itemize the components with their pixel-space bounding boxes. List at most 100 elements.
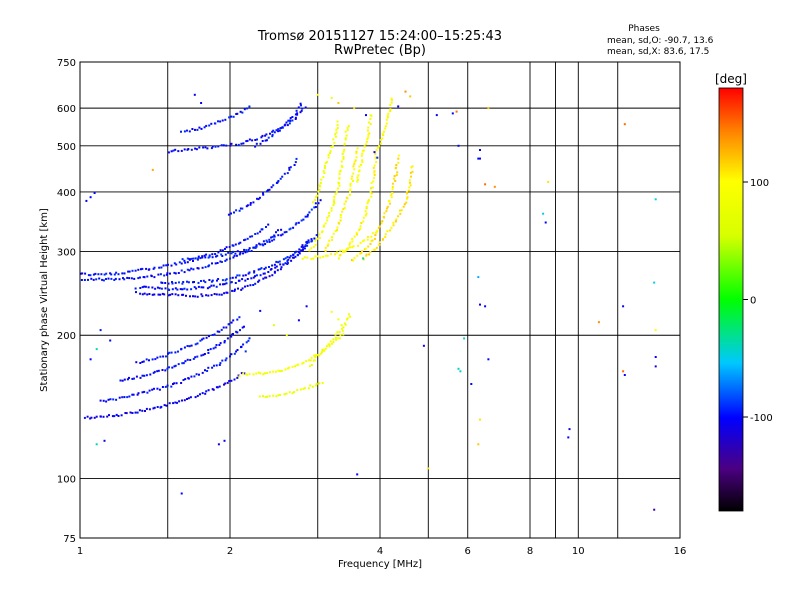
data-point xyxy=(273,131,276,134)
data-point xyxy=(87,274,90,277)
data-point xyxy=(171,281,173,283)
data-point xyxy=(344,200,347,203)
data-point xyxy=(322,170,325,173)
data-point xyxy=(92,278,95,281)
data-point xyxy=(215,293,218,296)
data-point xyxy=(208,279,211,281)
data-point xyxy=(252,201,255,204)
data-point xyxy=(314,206,317,208)
data-point xyxy=(379,138,382,141)
data-point xyxy=(296,254,299,257)
data-point xyxy=(306,215,309,218)
data-point xyxy=(262,193,265,196)
data-point xyxy=(199,393,201,396)
data-point xyxy=(384,125,387,128)
data-point xyxy=(367,136,370,139)
data-point xyxy=(303,256,306,259)
data-point xyxy=(295,222,298,225)
data-point xyxy=(362,216,365,219)
data-point xyxy=(351,175,354,178)
data-point xyxy=(190,267,193,270)
data-point xyxy=(365,114,367,117)
data-point xyxy=(294,365,297,368)
data-point xyxy=(310,257,313,260)
data-point xyxy=(141,293,144,296)
data-point xyxy=(224,359,227,362)
data-point xyxy=(194,343,197,346)
data-point xyxy=(405,191,408,194)
data-point xyxy=(372,248,375,251)
data-point xyxy=(148,359,150,362)
data-point xyxy=(209,348,212,351)
data-point xyxy=(141,361,144,363)
data-point xyxy=(289,254,292,257)
data-point xyxy=(298,248,301,251)
data-point xyxy=(357,174,360,177)
data-point xyxy=(273,235,276,238)
data-point xyxy=(195,148,198,151)
data-point xyxy=(286,172,289,175)
data-point xyxy=(256,138,258,141)
data-point xyxy=(322,176,325,179)
data-point xyxy=(196,128,199,131)
data-point xyxy=(212,284,215,287)
data-point xyxy=(93,192,96,194)
data-point xyxy=(81,272,84,275)
data-point xyxy=(343,148,346,151)
data-point xyxy=(145,267,148,270)
data-point xyxy=(169,272,171,275)
data-point xyxy=(321,348,324,351)
data-point xyxy=(105,400,108,403)
data-point xyxy=(143,285,146,288)
data-point xyxy=(337,102,340,104)
data-point xyxy=(154,287,157,290)
data-point xyxy=(187,377,190,380)
data-point xyxy=(395,174,398,177)
data-point xyxy=(233,254,236,257)
data-point xyxy=(286,262,289,264)
data-point xyxy=(330,97,333,99)
data-point xyxy=(276,269,279,272)
data-point xyxy=(211,253,214,256)
data-point xyxy=(366,129,369,132)
data-point xyxy=(289,166,292,169)
data-point xyxy=(266,240,269,243)
y-tick-label: 750 xyxy=(57,58,76,69)
data-point xyxy=(354,159,357,162)
data-point xyxy=(252,373,255,376)
data-point xyxy=(205,124,208,127)
data-point xyxy=(230,321,233,324)
data-point xyxy=(271,133,274,136)
data-point xyxy=(237,242,240,245)
data-point xyxy=(281,126,284,129)
data-point xyxy=(303,247,306,250)
data-point xyxy=(277,234,280,237)
data-point xyxy=(382,238,384,241)
data-point xyxy=(224,118,227,121)
data-point xyxy=(248,271,251,274)
data-point xyxy=(399,212,402,215)
data-point xyxy=(101,278,104,281)
data-point xyxy=(369,191,372,194)
data-point xyxy=(256,197,258,200)
data-point xyxy=(386,116,389,119)
data-point xyxy=(143,292,146,295)
data-point xyxy=(140,268,142,271)
data-point xyxy=(310,247,313,250)
data-point xyxy=(376,146,379,149)
data-point xyxy=(386,115,389,117)
data-point xyxy=(109,398,112,401)
data-point xyxy=(405,201,408,204)
data-point xyxy=(349,190,352,193)
data-point xyxy=(203,126,206,129)
data-point xyxy=(178,400,181,403)
data-point xyxy=(328,214,331,217)
data-point xyxy=(246,373,249,376)
data-point xyxy=(225,278,228,281)
data-point xyxy=(310,356,313,359)
data-point xyxy=(339,216,342,219)
data-point xyxy=(457,144,460,147)
data-point xyxy=(394,220,397,223)
data-point xyxy=(307,241,310,244)
data-point xyxy=(135,291,137,294)
